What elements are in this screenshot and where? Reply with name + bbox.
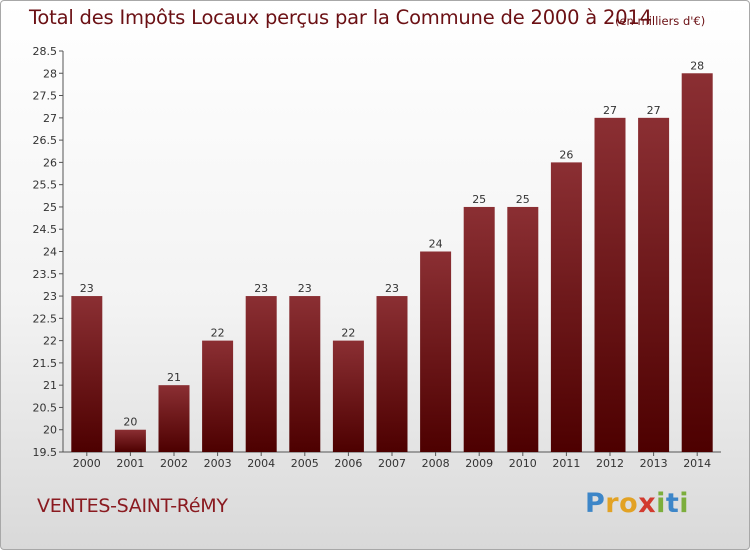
- y-tick-label: 20: [43, 424, 57, 437]
- bar-2005: [289, 296, 321, 452]
- y-tick-label: 27.5: [33, 90, 58, 103]
- data-label-2002: 21: [167, 371, 181, 384]
- bar-2002: [158, 385, 190, 452]
- x-tick-label: 2013: [640, 457, 668, 470]
- y-tick-label: 20.5: [33, 401, 58, 414]
- y-tick-label: 21: [43, 379, 57, 392]
- x-tick-label: 2009: [465, 457, 493, 470]
- x-tick-label: 2006: [334, 457, 362, 470]
- data-label-2014: 28: [690, 59, 704, 72]
- y-tick-label: 22.5: [33, 312, 58, 325]
- bar-2006: [332, 340, 364, 452]
- data-label-2007: 23: [385, 282, 399, 295]
- y-tick-label: 26.5: [33, 134, 58, 147]
- y-tick-label: 28.5: [33, 45, 58, 58]
- bar-2012: [594, 117, 626, 452]
- y-tick-label: 24.5: [33, 223, 58, 236]
- bar-2008: [420, 251, 452, 452]
- y-tick-label: 23: [43, 290, 57, 303]
- data-label-2011: 26: [559, 148, 573, 161]
- data-label-2010: 25: [516, 193, 530, 206]
- data-labels: 23 20 21 22 23 23 22 23 24 25 25 26 27 27 28: [80, 59, 704, 428]
- bar-2014: [681, 73, 713, 453]
- bar-2003: [202, 340, 234, 452]
- y-tick-label: 19.5: [33, 446, 58, 459]
- data-label-2008: 24: [429, 238, 443, 251]
- bar-2007: [376, 296, 408, 452]
- commune-name: VENTES-SAINT-RéMY: [37, 495, 228, 517]
- data-label-2013: 27: [647, 104, 661, 117]
- x-tick-label: 2008: [422, 457, 450, 470]
- bar-2010: [507, 206, 539, 452]
- x-tick-label: 2007: [378, 457, 406, 470]
- y-tick-label: 25.5: [33, 179, 58, 192]
- x-tick-label: 2005: [291, 457, 319, 470]
- y-tick-label: 26: [43, 156, 57, 169]
- chart-title: Total des Impôts Locaux perçus par la Co…: [29, 6, 652, 29]
- x-tick-label: 2011: [552, 457, 580, 470]
- data-label-2000: 23: [80, 282, 94, 295]
- y-tick-label: 24: [43, 246, 57, 259]
- bar-2009: [463, 206, 495, 452]
- data-label-2012: 27: [603, 104, 617, 117]
- data-label-2006: 22: [341, 327, 355, 340]
- x-tick-label: 2010: [509, 457, 537, 470]
- data-label-2001: 20: [123, 416, 137, 429]
- data-label-2005: 23: [298, 282, 312, 295]
- bar-2011: [550, 162, 582, 452]
- data-label-2009: 25: [472, 193, 486, 206]
- bar-2004: [245, 296, 277, 452]
- y-tick-label: 21.5: [33, 357, 58, 370]
- x-tick-label: 2012: [596, 457, 624, 470]
- chart-unit: (en milliers d'€): [615, 14, 706, 28]
- bar-2000: [71, 296, 103, 452]
- data-label-2003: 22: [211, 327, 225, 340]
- x-tick-label: 2000: [73, 457, 101, 470]
- x-tick-label: 2004: [247, 457, 275, 470]
- x-tick-label: 2003: [204, 457, 232, 470]
- x-tick-label: 2001: [116, 457, 144, 470]
- bar-2013: [638, 117, 670, 452]
- x-tick-label: 2014: [683, 457, 711, 470]
- bar-2001: [114, 429, 146, 452]
- y-tick-label: 28: [43, 67, 57, 80]
- proxiti-logo[interactable]: Proxiti: [585, 488, 690, 519]
- y-tick-label: 27: [43, 112, 57, 125]
- bars: [71, 73, 713, 453]
- data-label-2004: 23: [254, 282, 268, 295]
- y-tick-label: 25: [43, 201, 57, 214]
- y-tick-label: 22: [43, 335, 57, 348]
- y-tick-label: 23.5: [33, 268, 58, 281]
- x-tick-label: 2002: [160, 457, 188, 470]
